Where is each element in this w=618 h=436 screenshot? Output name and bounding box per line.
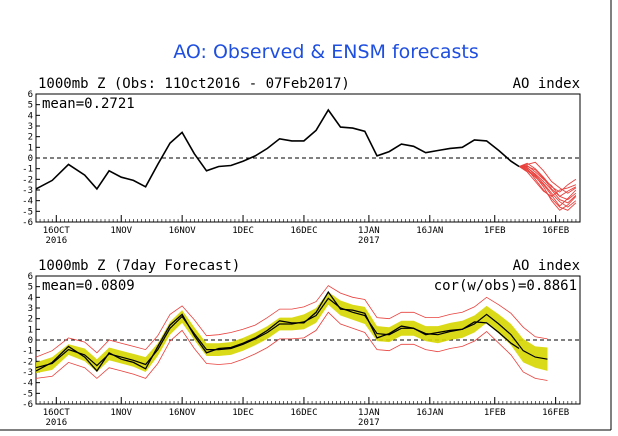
x-tick-year-label: 2016 bbox=[45, 236, 67, 246]
y-tick-label: 3 bbox=[28, 122, 33, 132]
y-tick-label: 1 bbox=[28, 325, 33, 335]
y-tick-label: 3 bbox=[28, 304, 33, 314]
y-tick-label: 0 bbox=[28, 154, 33, 164]
x-tick-label: 16NOV bbox=[169, 226, 197, 236]
forecast-panel: 1000mb Z (7day Forecast) AO index mean=0… bbox=[22, 258, 581, 428]
observed-panel: 1000mb Z (Obs: 11Oct2016 - 07Feb2017) AO… bbox=[22, 76, 581, 246]
x-tick-label: 1JAN bbox=[358, 408, 380, 418]
spread-band bbox=[36, 292, 548, 374]
y-tick-label: -2 bbox=[22, 357, 33, 367]
forecast-mean-line bbox=[35, 297, 548, 369]
mean-annotation: mean=0.0809 bbox=[42, 278, 135, 294]
x-tick-year-label: 2017 bbox=[358, 236, 380, 246]
envelope-lower-line bbox=[35, 311, 548, 381]
observed-line bbox=[35, 290, 520, 372]
y-tick-label: 5 bbox=[28, 101, 33, 111]
ensemble-member-line bbox=[518, 166, 577, 197]
y-tick-label: -1 bbox=[22, 347, 33, 357]
panel-right-label: AO index bbox=[513, 76, 580, 92]
x-tick-label: 16FEB bbox=[542, 226, 569, 236]
y-tick-label: -2 bbox=[22, 175, 33, 185]
y-tick-label: -5 bbox=[22, 389, 33, 399]
figure-title: AO: Observed & ENSM forecasts bbox=[173, 41, 478, 63]
y-tick-label: 2 bbox=[28, 315, 33, 325]
ensemble-member-line bbox=[518, 166, 577, 207]
plot-area bbox=[35, 108, 580, 211]
y-tick-label: -1 bbox=[22, 165, 33, 175]
y-tick-label: 5 bbox=[28, 283, 33, 293]
y-tick-label: -4 bbox=[22, 197, 33, 207]
y-tick-label: -6 bbox=[22, 400, 33, 410]
y-tick-label: 1 bbox=[28, 143, 33, 153]
envelope-upper-line bbox=[35, 285, 548, 358]
x-tick-label: 1JAN bbox=[358, 226, 380, 236]
x-tick-label: 1FEB bbox=[484, 408, 506, 418]
x-tick-year-label: 2016 bbox=[45, 418, 67, 428]
y-tick-label: 4 bbox=[28, 111, 33, 121]
y-tick-label: 0 bbox=[28, 336, 33, 346]
x-tick-label: 16JAN bbox=[416, 226, 443, 236]
y-tick-label: 2 bbox=[28, 133, 33, 143]
x-tick-label: 1DEC bbox=[232, 226, 254, 236]
x-tick-label: 16DEC bbox=[290, 408, 317, 418]
x-tick-label: 16NOV bbox=[169, 408, 197, 418]
x-tick-label: 16FEB bbox=[542, 408, 569, 418]
x-tick-label: 16OCT bbox=[43, 408, 71, 418]
y-tick-label: 6 bbox=[28, 272, 33, 282]
mean-annotation: mean=0.2721 bbox=[42, 96, 135, 112]
x-tick-label: 1DEC bbox=[232, 408, 254, 418]
panel-title: 1000mb Z (Obs: 11Oct2016 - 07Feb2017) bbox=[38, 76, 350, 92]
panel-right-label: AO index bbox=[513, 258, 580, 274]
correlation-annotation: cor(w/obs)=0.8861 bbox=[434, 278, 577, 294]
y-tick-label: -6 bbox=[22, 218, 33, 228]
y-tick-label: -3 bbox=[22, 368, 33, 378]
y-tick-label: 6 bbox=[28, 90, 33, 100]
plot-area bbox=[35, 285, 580, 381]
ensemble-member-line bbox=[519, 166, 577, 208]
x-tick-label: 1NOV bbox=[110, 226, 132, 236]
x-tick-label: 1NOV bbox=[110, 408, 132, 418]
ensemble-member-line bbox=[519, 166, 577, 197]
y-tick-label: 4 bbox=[28, 293, 33, 303]
x-tick-label: 1FEB bbox=[484, 226, 506, 236]
x-tick-label: 16OCT bbox=[43, 226, 71, 236]
y-tick-label: -4 bbox=[22, 379, 33, 389]
x-tick-label: 16JAN bbox=[416, 408, 443, 418]
x-tick-label: 16DEC bbox=[290, 226, 317, 236]
y-tick-label: -5 bbox=[22, 207, 33, 217]
observed-line bbox=[35, 108, 520, 191]
y-tick-label: -3 bbox=[22, 186, 33, 196]
x-tick-year-label: 2017 bbox=[358, 418, 380, 428]
panel-title: 1000mb Z (7day Forecast) bbox=[38, 258, 240, 274]
